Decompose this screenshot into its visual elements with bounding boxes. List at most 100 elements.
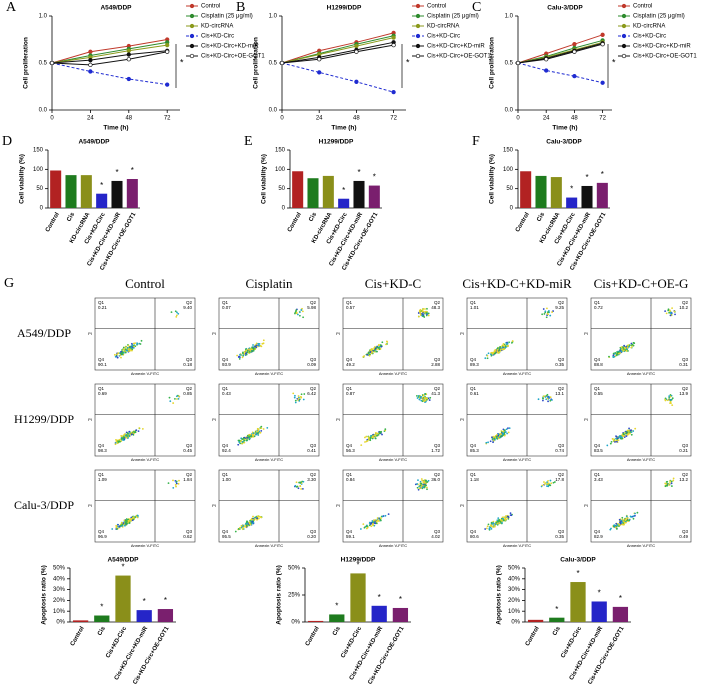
bar — [94, 615, 110, 622]
flow-dot — [547, 485, 550, 488]
row-label: A549/DDP — [17, 326, 71, 340]
flow-dot — [421, 479, 424, 482]
flow-dot — [117, 352, 120, 355]
quadrant-value: 88.8 — [594, 362, 603, 367]
flow-dot — [257, 432, 259, 435]
flow-dot — [621, 521, 623, 524]
legend-label: Cis+KD-Circ+KD-miR — [633, 44, 691, 50]
flow-dot — [486, 525, 489, 528]
flow-dot — [294, 394, 296, 397]
flow-dot — [549, 399, 552, 402]
flow-dot — [294, 401, 297, 404]
flow-dot — [428, 399, 431, 401]
legend-marker — [621, 33, 627, 39]
flow-dot — [130, 431, 133, 434]
flow-dot — [297, 395, 300, 397]
flow-dot — [254, 517, 256, 520]
flow-dot — [506, 342, 509, 345]
flow-dot — [113, 353, 116, 356]
flow-dot — [302, 398, 305, 401]
annotation: * — [115, 168, 118, 177]
quadrant-value: 1.72 — [431, 448, 440, 453]
flow-dot — [502, 430, 505, 433]
data-point — [165, 82, 170, 87]
y-tick-label: 1.0 — [269, 14, 278, 20]
quadrant-value: 95.5 — [222, 534, 231, 539]
legend-label: Cis+KD-Circ+OE-GOT1 — [427, 54, 491, 60]
annotation: * — [399, 595, 402, 604]
series-line — [51, 39, 168, 64]
flow-dot — [614, 352, 616, 355]
row-label: H1299/DDP — [14, 412, 74, 426]
plot-frame — [94, 383, 196, 457]
quadrant-value: 0.87 — [346, 391, 355, 396]
flow-dot — [422, 313, 425, 316]
quadrant-value: 89.3 — [470, 362, 479, 367]
flow-dot — [510, 341, 513, 344]
flow-dot — [620, 350, 623, 353]
quadrant-value: 9.40 — [183, 305, 192, 310]
quadrant-value: 0.72 — [594, 305, 603, 310]
quadrant-name: Q2 — [186, 300, 193, 305]
flow-dot — [242, 437, 245, 440]
annotation: * — [585, 173, 588, 182]
flow-dot — [626, 346, 629, 349]
x-tick-label: Cis — [66, 211, 76, 223]
flow-dot — [669, 312, 672, 315]
flow-dot — [376, 434, 378, 437]
quadrant-value: 0.07 — [222, 305, 231, 310]
bar — [350, 573, 366, 622]
flow-dot — [606, 444, 609, 447]
flow-dot — [172, 402, 175, 404]
flow-dot — [420, 482, 423, 485]
flow-dot — [375, 432, 378, 435]
flow-dot — [626, 517, 629, 519]
y-axis-label: Cell proliferation — [23, 37, 30, 89]
bar — [353, 180, 365, 208]
legend-marker — [415, 53, 421, 59]
series-line — [51, 62, 168, 86]
flow-dot — [124, 519, 127, 522]
quadrant-value: 0.09 — [307, 362, 316, 367]
flow-dot — [486, 354, 489, 357]
flow-dot — [175, 485, 177, 488]
flow-dot — [295, 481, 298, 484]
flow-dot — [118, 439, 121, 441]
flow-dot — [137, 430, 140, 433]
quadrant-value: 83.5 — [594, 448, 603, 453]
plot-frame — [94, 297, 196, 371]
flow-dot — [418, 309, 421, 312]
flow-dot — [623, 346, 626, 349]
flow-dot — [628, 429, 631, 432]
legend-marker — [415, 23, 421, 29]
flow-dot — [380, 430, 383, 433]
annotation: * — [570, 185, 573, 194]
flow-dot — [294, 399, 297, 402]
bar — [566, 197, 578, 208]
flow-dot — [127, 519, 130, 522]
flow-dot — [299, 481, 302, 484]
quadrant-value: 1.01 — [470, 305, 479, 310]
y-tick-label: 100 — [275, 167, 286, 173]
y-tick-label: 20% — [508, 598, 521, 604]
quadrant-value: 10.2 — [679, 305, 688, 310]
bar — [96, 193, 108, 208]
flow-dot — [266, 426, 269, 429]
quadrant-value: 0.85 — [183, 391, 192, 396]
flow-dot — [240, 524, 243, 527]
flow-dot — [542, 395, 545, 398]
flow-dot — [422, 308, 425, 310]
flow-dot — [537, 398, 540, 401]
flow-dot — [623, 344, 626, 347]
x-axis-label: Annexin V-FITC — [255, 457, 283, 462]
flow-dot — [118, 440, 121, 443]
flow-dot — [118, 525, 121, 528]
flow-dot — [427, 314, 430, 317]
flow-dot — [421, 309, 424, 312]
flow-dot — [427, 312, 430, 315]
x-tick-label: 72 — [164, 116, 171, 122]
flow-dot — [424, 308, 426, 310]
